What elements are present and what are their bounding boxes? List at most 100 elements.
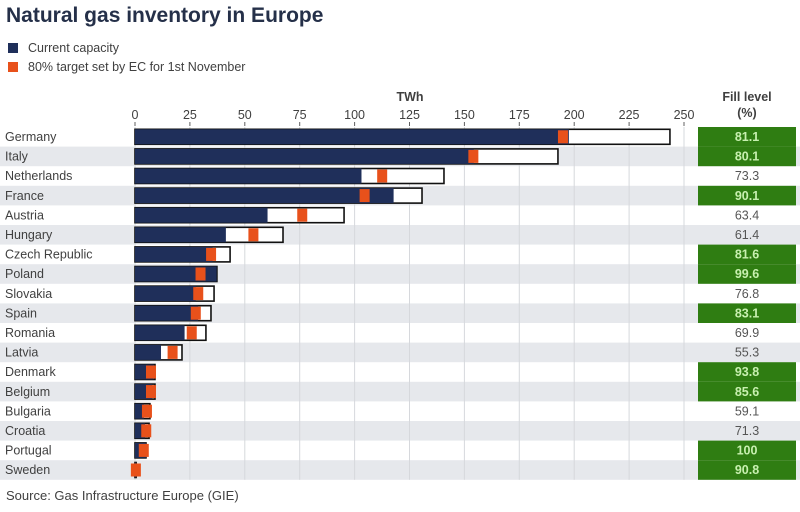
fill-level-highlight: [698, 460, 796, 480]
target-marker: [359, 189, 370, 203]
fill-level-value: 80.1: [735, 150, 759, 164]
current-bar: [135, 403, 144, 419]
legend: Current capacity 80% target set by EC fo…: [8, 38, 245, 76]
category-label: Romania: [5, 326, 55, 340]
target-marker: [130, 463, 141, 477]
fill-level-value: 81.6: [735, 248, 759, 262]
fill-level-value: 85.6: [735, 385, 759, 399]
fill-level-highlight: [698, 381, 796, 402]
x-tick-label: 25: [183, 108, 197, 122]
category-label: Slovakia: [5, 287, 52, 301]
target-marker: [377, 169, 388, 183]
fill-level-value: 100: [737, 444, 758, 458]
x-tick-label: 0: [132, 108, 139, 122]
fill-level-value: 93.8: [735, 365, 759, 379]
row-background: [0, 460, 800, 480]
fill-level-value: 73.3: [735, 169, 759, 183]
category-label: Portugal: [5, 444, 52, 458]
legend-item-target: 80% target set by EC for 1st November: [8, 57, 245, 76]
fill-level-highlight: [698, 127, 796, 147]
fill-level-value: 59.1: [735, 404, 759, 418]
row-background: [0, 381, 800, 402]
x-tick-label: 50: [238, 108, 252, 122]
fill-level-value: 99.6: [735, 267, 759, 281]
target-marker: [167, 345, 178, 359]
target-marker: [195, 267, 206, 281]
current-bar: [135, 344, 161, 360]
fill-level-header: (%): [737, 106, 756, 120]
target-marker: [186, 326, 197, 340]
fill-level-value: 76.8: [735, 287, 759, 301]
x-tick-label: 175: [509, 108, 530, 122]
category-label: Austria: [5, 208, 44, 222]
target-marker: [141, 404, 152, 418]
row-background: [0, 303, 800, 323]
current-bar: [135, 325, 185, 341]
row-background: [0, 225, 800, 245]
current-bar: [135, 168, 362, 184]
legend-swatch-target: [8, 61, 18, 72]
source-note: Source: Gas Infrastructure Europe (GIE): [6, 488, 239, 503]
category-label: Latvia: [5, 346, 38, 360]
row-background: [0, 421, 800, 441]
chart-title: Natural gas inventory in Europe: [6, 4, 324, 27]
fill-level-highlight: [698, 362, 796, 382]
current-bar: [135, 423, 146, 439]
category-label: Netherlands: [5, 169, 72, 183]
legend-label-current: Current capacity: [28, 40, 120, 55]
fill-level-value: 63.4: [735, 208, 759, 222]
fill-level-highlight: [698, 264, 796, 284]
target-marker: [297, 208, 308, 222]
current-bar: [135, 246, 213, 262]
category-label: Czech Republic: [5, 248, 93, 262]
category-label: Sweden: [5, 463, 50, 477]
target-marker: [138, 443, 149, 457]
category-label: Bulgaria: [5, 404, 51, 418]
category-label: Croatia: [5, 424, 45, 438]
legend-item-current: Current capacity: [8, 38, 245, 57]
fill-level-highlight: [698, 146, 796, 167]
fill-level-value: 55.3: [735, 346, 759, 360]
target-marker: [468, 149, 479, 163]
current-bar: [135, 207, 268, 223]
current-bar: [135, 148, 474, 164]
target-marker: [145, 365, 156, 379]
target-marker: [193, 287, 204, 301]
fill-level-value: 81.1: [735, 130, 759, 144]
fill-level-value: 83.1: [735, 306, 759, 320]
x-tick-label: 100: [344, 108, 365, 122]
x-tick-label: 250: [674, 108, 695, 122]
legend-swatch-current: [8, 42, 18, 53]
x-axis-label: TWh: [396, 90, 423, 104]
fill-level-highlight: [698, 303, 796, 323]
fill-level-value: 90.1: [735, 189, 759, 203]
current-bar: [135, 305, 199, 321]
x-tick-label: 125: [399, 108, 420, 122]
target-marker: [206, 247, 217, 261]
x-tick-label: 75: [293, 108, 307, 122]
fill-level-value: 61.4: [735, 228, 759, 242]
x-tick-label: 150: [454, 108, 475, 122]
target-marker: [141, 424, 152, 438]
fill-level-header: Fill level: [722, 90, 771, 104]
target-marker: [145, 385, 156, 399]
category-label: Denmark: [5, 365, 56, 379]
x-tick-label: 225: [619, 108, 640, 122]
target-marker: [190, 306, 201, 320]
fill-level-highlight: [698, 185, 796, 206]
current-bar: [135, 227, 226, 243]
category-label: Poland: [5, 267, 44, 281]
category-label: Spain: [5, 306, 37, 320]
current-bar: [135, 129, 569, 145]
fill-level-highlight: [698, 244, 796, 265]
category-label: Hungary: [5, 228, 53, 242]
fill-level-value: 69.9: [735, 326, 759, 340]
target-marker: [248, 228, 259, 242]
fill-level-highlight: [698, 440, 796, 461]
current-bar: [135, 286, 196, 302]
row-background: [0, 342, 800, 363]
fill-level-value: 71.3: [735, 424, 759, 438]
target-marker: [557, 130, 568, 144]
fill-level-value: 90.8: [735, 463, 759, 477]
